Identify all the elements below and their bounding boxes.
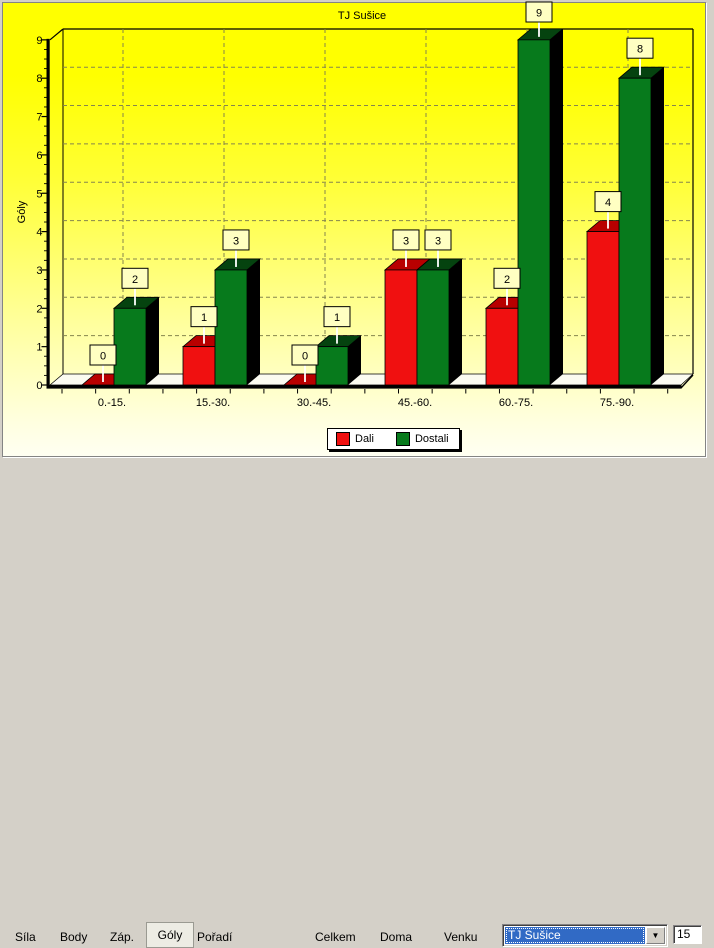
- dali-color-swatch-icon: [336, 431, 350, 446]
- legend-item-dostali: Dostali: [395, 431, 449, 446]
- scope-button-doma[interactable]: Doma: [380, 930, 413, 944]
- tab-zap[interactable]: Záp.: [110, 930, 135, 944]
- legend-item-dali: Dali: [336, 431, 374, 446]
- scope-button-venku[interactable]: Venku: [444, 930, 478, 944]
- chevron-down-icon: ▼: [651, 931, 660, 940]
- legend-label-dali: Dali: [355, 432, 374, 445]
- team-dropdown[interactable]: TJ Sušice ▼: [502, 924, 668, 947]
- count-input[interactable]: 15: [673, 925, 702, 944]
- chart-legend: Dali Dostali: [327, 428, 460, 450]
- tab-sila[interactable]: Síla: [15, 930, 36, 944]
- dostali-color-swatch-icon: [395, 431, 410, 446]
- chart-panel: Dali Dostali: [2, 2, 706, 457]
- team-dropdown-value[interactable]: TJ Sušice: [505, 927, 645, 944]
- legend-label-dostali: Dostali: [414, 432, 449, 445]
- tab-goly[interactable]: Góly: [146, 922, 194, 948]
- bottom-toolbar: Síla Body Záp. Góly Pořadí Celkem Doma V…: [0, 459, 714, 948]
- scope-button-celkem[interactable]: Celkem: [315, 930, 356, 944]
- dropdown-arrow-button[interactable]: ▼: [646, 927, 665, 944]
- tab-body[interactable]: Body: [60, 930, 88, 944]
- tab-poradi[interactable]: Pořadí: [197, 930, 233, 944]
